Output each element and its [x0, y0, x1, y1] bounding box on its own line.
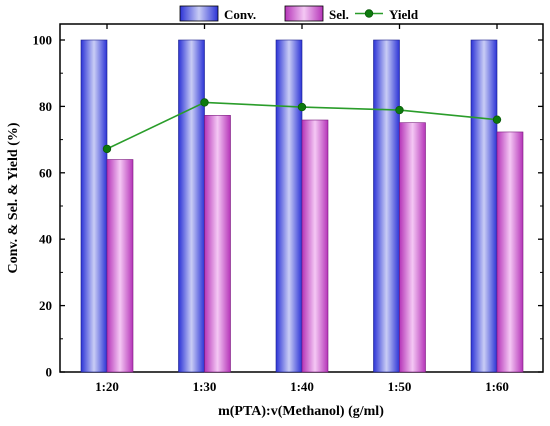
x-tick-label: 1:20: [95, 379, 119, 394]
yield-point: [395, 105, 404, 115]
legend-label-yield: Yield: [389, 7, 419, 22]
bar-conv: [178, 39, 205, 373]
y-tick-label: 80: [39, 99, 52, 114]
legend: Conv. Sel. Yield: [179, 5, 419, 22]
legend-label-sel: Sel.: [329, 7, 349, 22]
y-tick-label: 20: [39, 298, 52, 313]
bar-conv: [470, 39, 498, 373]
x-tick-label: 1:30: [193, 379, 217, 394]
x-tick-label: 1:60: [485, 379, 509, 394]
bar-conv: [373, 39, 400, 373]
yield-point: [102, 144, 112, 154]
bar-sel: [496, 131, 524, 373]
y-tick-label: 60: [39, 165, 52, 180]
bars-group: [80, 39, 524, 373]
legend-swatch-conv: [179, 5, 219, 22]
yield-point: [297, 102, 307, 112]
x-tick-label: 1:40: [290, 379, 314, 394]
x-axis-ticks: 1:20 1:30 1:40 1:50 1:60: [95, 24, 509, 394]
yield-line-group: [102, 98, 502, 154]
yield-point: [200, 98, 209, 107]
y-tick-label: 40: [39, 232, 52, 247]
y-axis-title: Conv. & Sel. & Yield (%): [6, 122, 21, 273]
y-axis-ticks: 0 20 40 60 80 100: [33, 33, 543, 380]
bar-conv: [80, 39, 108, 373]
legend-marker-yield: [364, 9, 374, 18]
y-tick-label: 100: [33, 33, 53, 48]
bar-sel: [106, 159, 134, 373]
legend-label-conv: Conv.: [224, 7, 256, 22]
yield-point: [492, 115, 502, 124]
bar-sel: [204, 115, 231, 373]
x-axis-title: m(PTA):v(Methanol) (g/ml): [218, 404, 384, 419]
bar-sel: [301, 119, 329, 373]
bar-sel: [399, 122, 426, 373]
bar-conv: [275, 39, 303, 373]
legend-swatch-sel: [284, 5, 324, 22]
y-tick-label: 0: [46, 365, 53, 380]
x-tick-label: 1:50: [388, 379, 412, 394]
